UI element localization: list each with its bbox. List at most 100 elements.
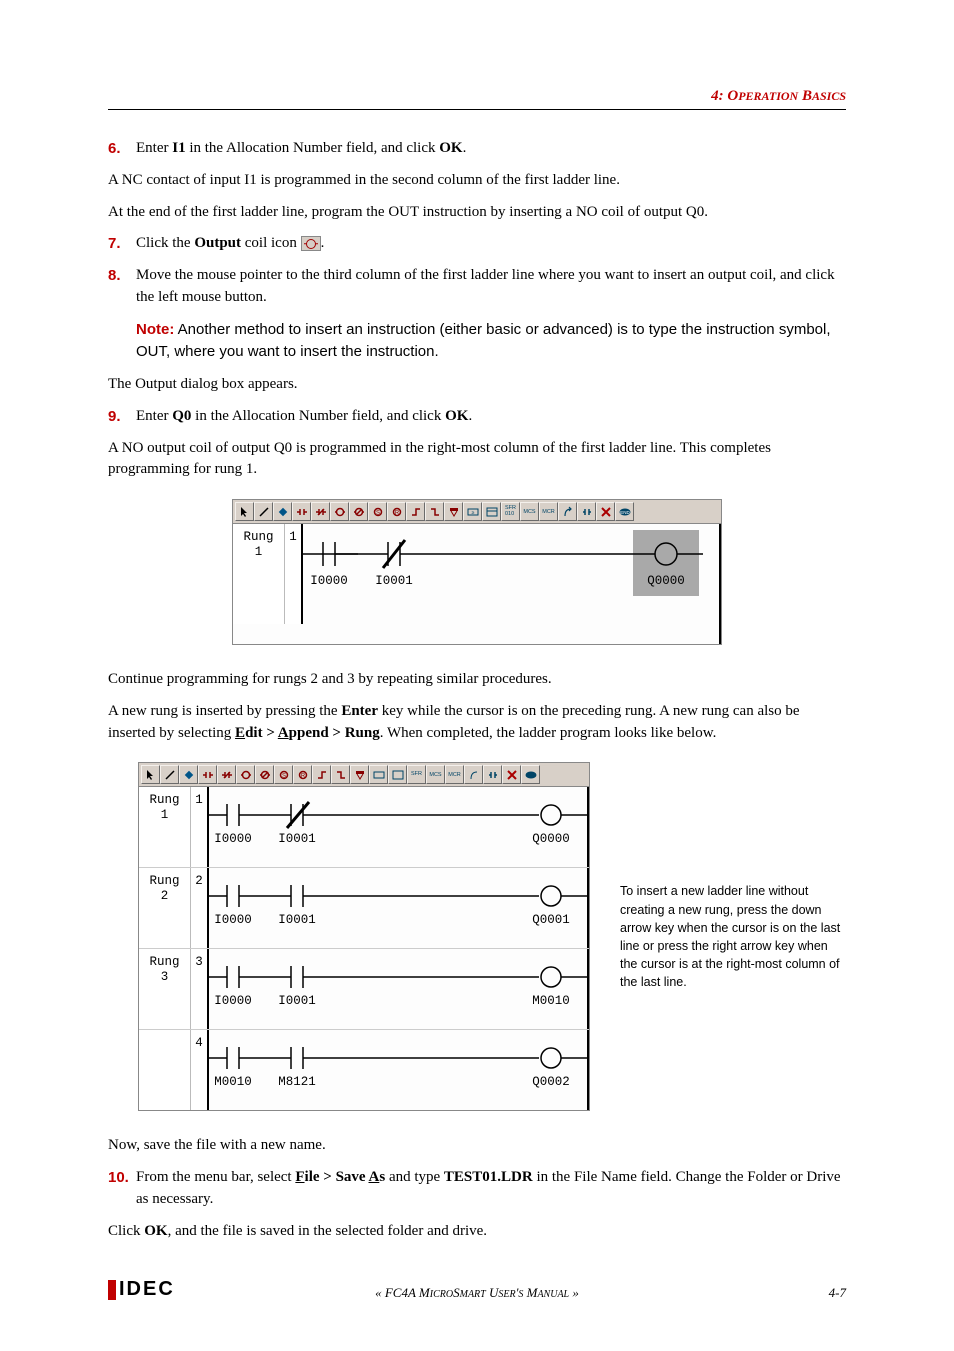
tb-del-icon[interactable] <box>596 502 615 521</box>
tb-timer-icon[interactable] <box>444 502 463 521</box>
tb2-mcs-icon[interactable]: MCS <box>426 765 445 784</box>
chapter-title-word1: O <box>727 88 738 104</box>
tb2-adv-icon[interactable] <box>388 765 407 784</box>
para-out-instruction: At the end of the first ladder line, pro… <box>108 202 846 224</box>
svg-text:R: R <box>394 510 399 516</box>
svg-text:I0000: I0000 <box>214 913 252 927</box>
note-text: Another method to insert an instruction … <box>136 321 831 361</box>
tb-jmp-icon[interactable] <box>558 502 577 521</box>
svg-text:END: END <box>620 510 630 515</box>
tb2-reset-coil-icon[interactable]: R <box>293 765 312 784</box>
tb-end-icon[interactable]: END <box>615 502 634 521</box>
step-6-num: 6. <box>108 138 136 160</box>
para-no-output: A NO output coil of output Q0 is program… <box>108 438 846 482</box>
tb-diamond-icon[interactable] <box>273 502 292 521</box>
fig1-out-label: Q0000 <box>647 574 685 588</box>
tb2-falling-icon[interactable] <box>331 765 350 784</box>
tb-contact-tool-icon[interactable] <box>577 502 596 521</box>
tb2-nc-contact-icon[interactable] <box>217 765 236 784</box>
step-8: 8. Move the mouse pointer to the third c… <box>108 265 846 309</box>
tb2-diamond-icon[interactable] <box>179 765 198 784</box>
ladder-toolbar-1: S R ≥ SFR010 MCS MCR END <box>233 500 721 524</box>
svg-text:≥: ≥ <box>471 510 474 516</box>
svg-text:I0001: I0001 <box>278 994 316 1008</box>
output-coil-icon <box>301 236 321 251</box>
para-save-file: Now, save the file with a new name. <box>108 1135 846 1157</box>
figure-2: S R SFR MCS MCR Rung11I0000I0001Q0000Run… <box>138 762 590 1111</box>
fig2-rung-1-line-1: Rung11I0000I0001Q0000 <box>139 787 589 867</box>
ladder-window-2: S R SFR MCS MCR Rung11I0000I0001Q0000Run… <box>138 762 590 1111</box>
tb-line-icon[interactable] <box>254 502 273 521</box>
fig2-canvas[interactable]: I0000I0001M0010 <box>209 949 589 1029</box>
tb2-no-contact-icon[interactable] <box>198 765 217 784</box>
tb-falling-icon[interactable] <box>425 502 444 521</box>
para-output-dialog: The Output dialog box appears. <box>108 374 846 396</box>
step-7: 7. Click the Output coil icon . <box>108 233 846 255</box>
rung-1-canvas[interactable]: I0000 I0001 Q0000 <box>303 524 721 624</box>
figure-2-caption: To insert a new ladder line without crea… <box>620 882 846 991</box>
tb-set-coil-icon[interactable]: S <box>368 502 387 521</box>
tb-no-contact-icon[interactable] <box>292 502 311 521</box>
tb-rising-icon[interactable] <box>406 502 425 521</box>
para-new-rung: A new rung is inserted by pressing the E… <box>108 701 846 745</box>
tb2-cmp-icon[interactable] <box>369 765 388 784</box>
rung-1-label: Rung 1 <box>233 524 285 624</box>
svg-text:M8121: M8121 <box>278 1075 316 1089</box>
note-label: Note: <box>136 321 174 338</box>
fig2-canvas[interactable]: I0000I0001Q0000 <box>209 787 589 867</box>
tb-pointer-icon[interactable] <box>235 502 254 521</box>
step-10-text: From the menu bar, select File > Save As… <box>136 1167 846 1211</box>
tb-mcr-icon[interactable]: MCR <box>539 502 558 521</box>
svg-text:I0000: I0000 <box>214 832 252 846</box>
tb2-end-icon[interactable] <box>521 765 540 784</box>
step-10: 10. From the menu bar, select File > Sav… <box>108 1167 846 1211</box>
tb2-outn-coil-icon[interactable] <box>255 765 274 784</box>
tb2-line-icon[interactable] <box>160 765 179 784</box>
tb2-sfr-icon[interactable]: SFR <box>407 765 426 784</box>
tb-out-coil-icon[interactable] <box>330 502 349 521</box>
tb-outn-coil-icon[interactable] <box>349 502 368 521</box>
tb-adv-icon[interactable] <box>482 502 501 521</box>
tb2-contact-tool-icon[interactable] <box>483 765 502 784</box>
tb2-jmp-icon[interactable] <box>464 765 483 784</box>
tb-cmp-icon[interactable]: ≥ <box>463 502 482 521</box>
para-nc-contact: A NC contact of input I1 is programmed i… <box>108 170 846 192</box>
tb-mcs-icon[interactable]: MCS <box>520 502 539 521</box>
svg-text:S: S <box>375 510 379 516</box>
rung-1-svg: I0000 I0001 Q0000 <box>303 524 703 624</box>
ladder-area-2: Rung11I0000I0001Q0000Rung22I0000I0001Q00… <box>139 787 589 1110</box>
figure-2-wrap: S R SFR MCS MCR Rung11I0000I0001Q0000Run… <box>108 762 846 1111</box>
tb2-mcr-icon[interactable]: MCR <box>445 765 464 784</box>
svg-text:M0010: M0010 <box>214 1075 252 1089</box>
tb2-pointer-icon[interactable] <box>141 765 160 784</box>
fig2-rung-label: Rung2 <box>139 868 191 948</box>
svg-text:Q0002: Q0002 <box>532 1075 570 1089</box>
svg-text:S: S <box>281 773 285 779</box>
para-click-ok: Click OK, and the file is saved in the s… <box>108 1221 846 1243</box>
tb2-del-icon[interactable] <box>502 765 521 784</box>
svg-text:I0001: I0001 <box>278 913 316 927</box>
fig2-canvas[interactable]: M0010 M8121 Q0002 <box>209 1030 589 1110</box>
rung-1-linenum: 1 <box>285 524 303 624</box>
fig2-rung-label: Rung1 <box>139 787 191 867</box>
tb-sfr-icon[interactable]: SFR010 <box>501 502 520 521</box>
step-6-text: Enter I1 in the Allocation Number field,… <box>136 138 846 160</box>
svg-text:R: R <box>300 773 305 779</box>
tb2-out-coil-icon[interactable] <box>236 765 255 784</box>
step-9-text: Enter Q0 in the Allocation Number field,… <box>136 406 846 428</box>
tb2-set-coil-icon[interactable]: S <box>274 765 293 784</box>
step-8-text: Move the mouse pointer to the third colu… <box>136 265 846 309</box>
svg-text:I0001: I0001 <box>278 832 316 846</box>
para-continue: Continue programming for rungs 2 and 3 b… <box>108 669 846 691</box>
fig1-c1-label: I0000 <box>310 574 348 588</box>
fig2-rung-label <box>139 1030 191 1110</box>
step-9: 9. Enter Q0 in the Allocation Number fie… <box>108 406 846 428</box>
step-6: 6. Enter I1 in the Allocation Number fie… <box>108 138 846 160</box>
tb-nc-contact-icon[interactable] <box>311 502 330 521</box>
tb2-timer-icon[interactable] <box>350 765 369 784</box>
fig2-rung-3-line-3: Rung33I0000I0001M0010 <box>139 948 589 1029</box>
tb2-rising-icon[interactable] <box>312 765 331 784</box>
fig2-canvas[interactable]: I0000I0001Q0001 <box>209 868 589 948</box>
tb-reset-coil-icon[interactable]: R <box>387 502 406 521</box>
fig1-c2-label: I0001 <box>375 574 413 588</box>
